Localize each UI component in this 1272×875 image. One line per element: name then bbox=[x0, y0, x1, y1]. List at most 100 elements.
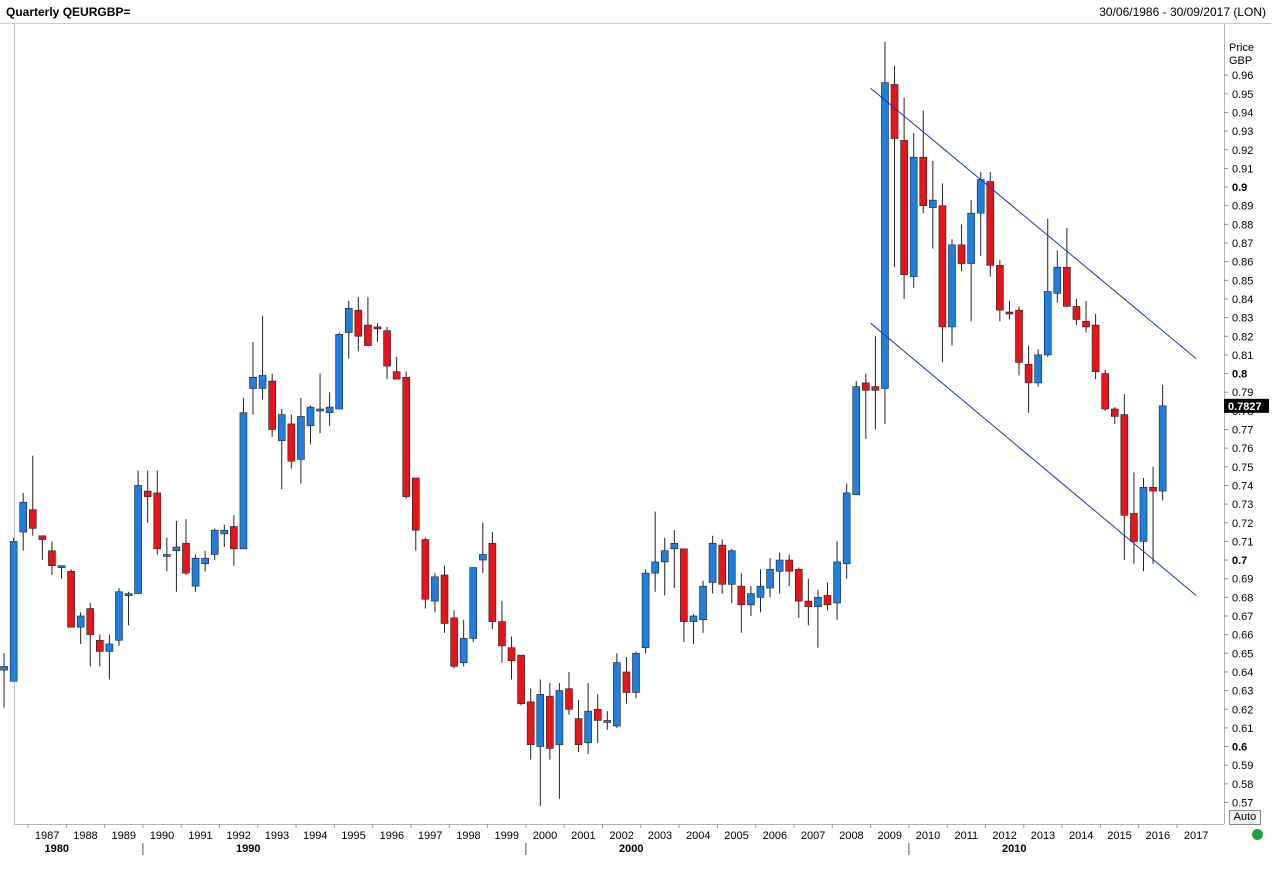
candle-body bbox=[479, 554, 487, 561]
last-price-badge bbox=[1224, 398, 1269, 413]
y-tick-label: 0.95 bbox=[1232, 89, 1253, 101]
candle-body bbox=[948, 244, 956, 328]
y-tick-label: 0.91 bbox=[1232, 163, 1253, 175]
candle-body bbox=[115, 591, 123, 641]
candle-body bbox=[76, 615, 85, 628]
candle-body bbox=[785, 559, 794, 572]
candle-body bbox=[842, 492, 851, 565]
y-tick-label: 0.93 bbox=[1232, 126, 1253, 138]
candle-body bbox=[220, 529, 229, 535]
y-tick-label: 0.81 bbox=[1232, 350, 1253, 362]
candle-body bbox=[9, 541, 18, 682]
x-year-label: 2017 bbox=[1184, 830, 1208, 842]
x-year-label: 1995 bbox=[341, 830, 365, 842]
x-year-label: 2001 bbox=[571, 830, 595, 842]
y-tick-label: 0.61 bbox=[1232, 723, 1253, 735]
candle-body bbox=[823, 595, 832, 606]
y-tick-label: 0.88 bbox=[1232, 219, 1253, 231]
y-tick-label: 0.59 bbox=[1232, 760, 1253, 772]
y-tick-label: 0.87 bbox=[1232, 238, 1253, 250]
auto-scale-button[interactable]: Auto bbox=[1229, 810, 1261, 825]
y-tick-label: 0.85 bbox=[1232, 275, 1253, 287]
candle-body bbox=[172, 546, 181, 552]
candle-body bbox=[392, 371, 401, 380]
candle-body bbox=[900, 140, 908, 276]
x-decade-label: 2010 bbox=[1002, 843, 1026, 855]
candle-body bbox=[775, 559, 784, 572]
candle-body bbox=[0, 666, 8, 671]
y-tick-label: 0.64 bbox=[1232, 667, 1253, 679]
y-tick-label: 0.8 bbox=[1232, 369, 1247, 381]
candle-body bbox=[651, 561, 659, 574]
candle-body bbox=[201, 557, 209, 565]
candle-body bbox=[335, 334, 343, 410]
candle-body bbox=[871, 386, 880, 391]
candle-body bbox=[488, 542, 497, 622]
candle-body bbox=[19, 501, 28, 533]
y-tick-label: 0.71 bbox=[1232, 536, 1253, 548]
candle-body bbox=[459, 638, 468, 663]
candle-body bbox=[182, 542, 190, 574]
y-tick-label: 0.7 bbox=[1232, 555, 1247, 567]
candle-body bbox=[28, 509, 37, 529]
candle-body bbox=[1120, 414, 1129, 516]
candle-body bbox=[258, 375, 267, 389]
candle-body bbox=[689, 615, 698, 622]
candle-body bbox=[1139, 487, 1148, 542]
y-tick-label: 0.72 bbox=[1232, 518, 1253, 530]
candle-body bbox=[766, 569, 774, 589]
x-decade-label: 1990 bbox=[236, 843, 260, 855]
candle-body bbox=[364, 324, 372, 346]
candle-body bbox=[756, 585, 765, 598]
x-decade-label: 2000 bbox=[619, 843, 643, 855]
x-year-label: 2012 bbox=[992, 830, 1016, 842]
candle-body bbox=[718, 544, 726, 585]
x-year-label: 2010 bbox=[916, 830, 940, 842]
candle-body bbox=[153, 492, 162, 550]
y-tick-label: 0.79 bbox=[1232, 387, 1253, 399]
candle-body bbox=[210, 529, 219, 555]
chart-title: Quarterly QEURGBP= bbox=[6, 5, 131, 19]
candle-body bbox=[957, 244, 966, 264]
candle-body bbox=[344, 307, 353, 333]
candle-body bbox=[431, 576, 439, 602]
x-year-label: 2015 bbox=[1107, 830, 1131, 842]
x-year-label: 2013 bbox=[1031, 830, 1055, 842]
candle-body bbox=[670, 542, 679, 550]
candle-body bbox=[919, 156, 928, 207]
y-tick-label: 0.73 bbox=[1232, 499, 1253, 511]
candle-body bbox=[1015, 309, 1023, 363]
chart-header: Quarterly QEURGBP= 30/06/1986 - 30/09/20… bbox=[0, 0, 1272, 24]
candle-body bbox=[565, 688, 573, 710]
candle-body bbox=[862, 382, 870, 391]
candle-body bbox=[699, 585, 707, 621]
y-tick-label: 0.84 bbox=[1232, 294, 1253, 306]
candle-body bbox=[727, 550, 736, 585]
candle-body bbox=[373, 326, 382, 330]
x-year-label: 2009 bbox=[878, 830, 902, 842]
y-tick-label: 0.69 bbox=[1232, 574, 1253, 586]
x-year-label: 1993 bbox=[265, 830, 289, 842]
x-year-label: 1998 bbox=[456, 830, 480, 842]
x-year-label: 1992 bbox=[226, 830, 250, 842]
candle-body bbox=[852, 386, 861, 496]
x-year-label: 2006 bbox=[763, 830, 787, 842]
y-tick-label: 0.58 bbox=[1232, 779, 1253, 791]
candle-body bbox=[230, 526, 238, 550]
candle-body bbox=[613, 662, 621, 727]
trend-channel-line bbox=[870, 87, 1197, 360]
candle-body bbox=[1082, 321, 1090, 328]
candle-body bbox=[1072, 306, 1081, 320]
candle-body bbox=[881, 82, 889, 389]
date-range: 30/06/1986 - 30/09/2017 (LON) bbox=[1099, 5, 1266, 19]
y-tick-label: 0.62 bbox=[1232, 704, 1253, 716]
candle-body bbox=[1063, 266, 1071, 307]
y-tick-label: 0.65 bbox=[1232, 648, 1253, 660]
x-year-label: 2014 bbox=[1069, 830, 1093, 842]
candle-body bbox=[48, 550, 56, 566]
candle-body bbox=[268, 380, 276, 430]
y-tick-label: 0.9 bbox=[1232, 182, 1247, 194]
y-tick-label: 0.68 bbox=[1232, 592, 1253, 604]
y-tick-label: 0.82 bbox=[1232, 331, 1253, 343]
